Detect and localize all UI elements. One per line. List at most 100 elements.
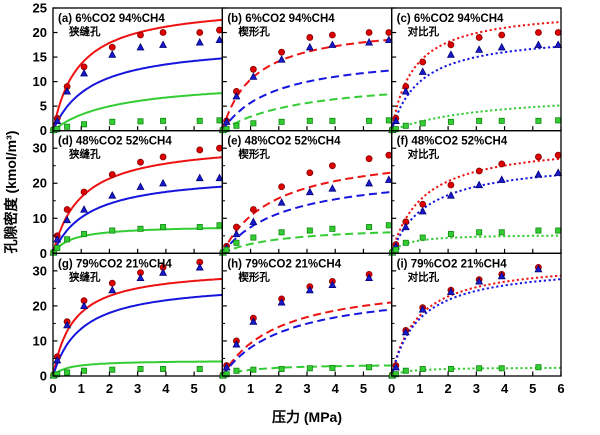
green-square-marker: [233, 239, 240, 246]
red-circle-marker: [159, 29, 167, 36]
blue-triangle-marker: [475, 277, 484, 285]
scatter-red-circles-h: [219, 270, 373, 379]
green-square-marker: [366, 364, 373, 371]
green-square-marker: [419, 234, 426, 241]
x-tick-label: 0: [388, 381, 395, 396]
blue-triangle-marker: [222, 117, 231, 125]
pore-type-label: 对比孔: [408, 270, 440, 283]
y-tick-label: 0: [40, 123, 47, 138]
isotherm-line-green-a: [52, 92, 223, 132]
green-square-marker: [447, 231, 454, 238]
blue-triangle-marker: [63, 215, 72, 224]
blue-triangle-marker: [249, 317, 258, 325]
blue-triangle-marker: [80, 205, 89, 213]
green-square-marker: [196, 224, 203, 231]
green-square-marker: [329, 117, 336, 124]
blue-triangle-marker: [554, 168, 563, 176]
x-tick-label: 3: [473, 381, 480, 396]
scatter-red-circles-f: [388, 151, 562, 256]
y-tick-label: 20: [33, 298, 47, 313]
blue-triangle-marker: [418, 305, 427, 313]
red-circle-marker: [216, 26, 223, 34]
x-tick-label: 1: [416, 381, 423, 396]
blue-triangle-marker: [232, 229, 241, 238]
red-circle-marker: [216, 144, 223, 152]
red-circle-marker: [535, 153, 542, 161]
isotherm-line-green-g: [52, 360, 223, 377]
green-square-marker: [392, 371, 399, 378]
green-square-marker: [137, 118, 144, 125]
isotherm-line-red-e: [221, 171, 392, 254]
scatter-green-squares-e: [219, 222, 392, 256]
green-square-marker: [250, 120, 257, 127]
green-square-marker: [329, 225, 336, 232]
green-square-marker: [535, 227, 542, 234]
green-square-marker: [402, 239, 409, 246]
x-tick-label: 5: [529, 381, 536, 396]
green-square-marker: [109, 366, 116, 373]
scatter-blue-triangles-e: [218, 175, 393, 256]
green-square-marker: [498, 229, 505, 236]
red-circle-marker: [233, 223, 240, 231]
isotherm-line-red-c: [390, 20, 562, 131]
red-circle-marker: [278, 48, 286, 56]
scatter-red-circles-e: [219, 151, 393, 256]
blue-triangle-marker: [136, 273, 145, 281]
blue-triangle-marker: [53, 355, 62, 364]
y-tick-label: 15: [33, 50, 47, 65]
green-square-marker: [392, 126, 399, 133]
isotherm-line-blue-b: [221, 69, 392, 132]
blue-triangle-marker: [391, 362, 400, 371]
x-tick-label: 3: [303, 381, 310, 396]
blue-triangle-marker: [497, 271, 506, 280]
blue-triangle-marker: [63, 87, 72, 95]
red-circle-marker: [447, 181, 455, 189]
isotherm-line-blue-h: [221, 308, 392, 377]
green-square-marker: [223, 126, 230, 133]
scatter-green-squares-f: [389, 227, 562, 256]
green-square-marker: [555, 117, 562, 124]
blue-triangle-marker: [63, 320, 72, 329]
y-tick-label: 0: [40, 246, 47, 261]
green-square-marker: [54, 245, 61, 252]
isotherm-line-red-i: [390, 274, 562, 377]
green-square-marker: [109, 227, 116, 234]
blue-triangle-marker: [401, 222, 410, 231]
blue-triangle-marker: [277, 55, 286, 63]
isotherm-line-blue-a: [52, 57, 223, 132]
red-circle-marker: [306, 34, 314, 41]
blue-triangle-marker: [159, 40, 168, 48]
green-square-marker: [64, 236, 71, 243]
green-square-marker: [498, 117, 505, 124]
x-tick-label: 2: [106, 381, 113, 396]
green-square-marker: [233, 367, 240, 374]
blue-triangle-marker: [534, 40, 543, 48]
green-square-marker: [419, 120, 426, 127]
red-circle-marker: [137, 31, 144, 39]
blue-triangle-marker: [305, 42, 314, 51]
green-square-marker: [196, 365, 203, 372]
red-circle-marker: [159, 153, 167, 161]
blue-triangle-marker: [53, 234, 62, 243]
green-square-marker: [535, 117, 542, 124]
isotherm-line-red-a: [52, 18, 223, 131]
blue-triangle-marker: [232, 91, 241, 100]
panel-title: (d) 48%CO2 52%CH4: [58, 136, 172, 148]
green-square-marker: [196, 117, 203, 124]
blue-triangle-marker: [554, 40, 563, 48]
blue-triangle-marker: [534, 170, 543, 178]
isotherm-line-red-g: [52, 277, 223, 377]
green-square-marker: [223, 371, 230, 378]
y-tick-label: 25: [33, 1, 47, 16]
green-square-marker: [306, 227, 313, 234]
green-square-marker: [476, 365, 483, 372]
blue-triangle-marker: [401, 327, 410, 336]
green-square-marker: [137, 225, 144, 232]
green-square-marker: [447, 365, 454, 372]
red-circle-marker: [196, 146, 204, 154]
